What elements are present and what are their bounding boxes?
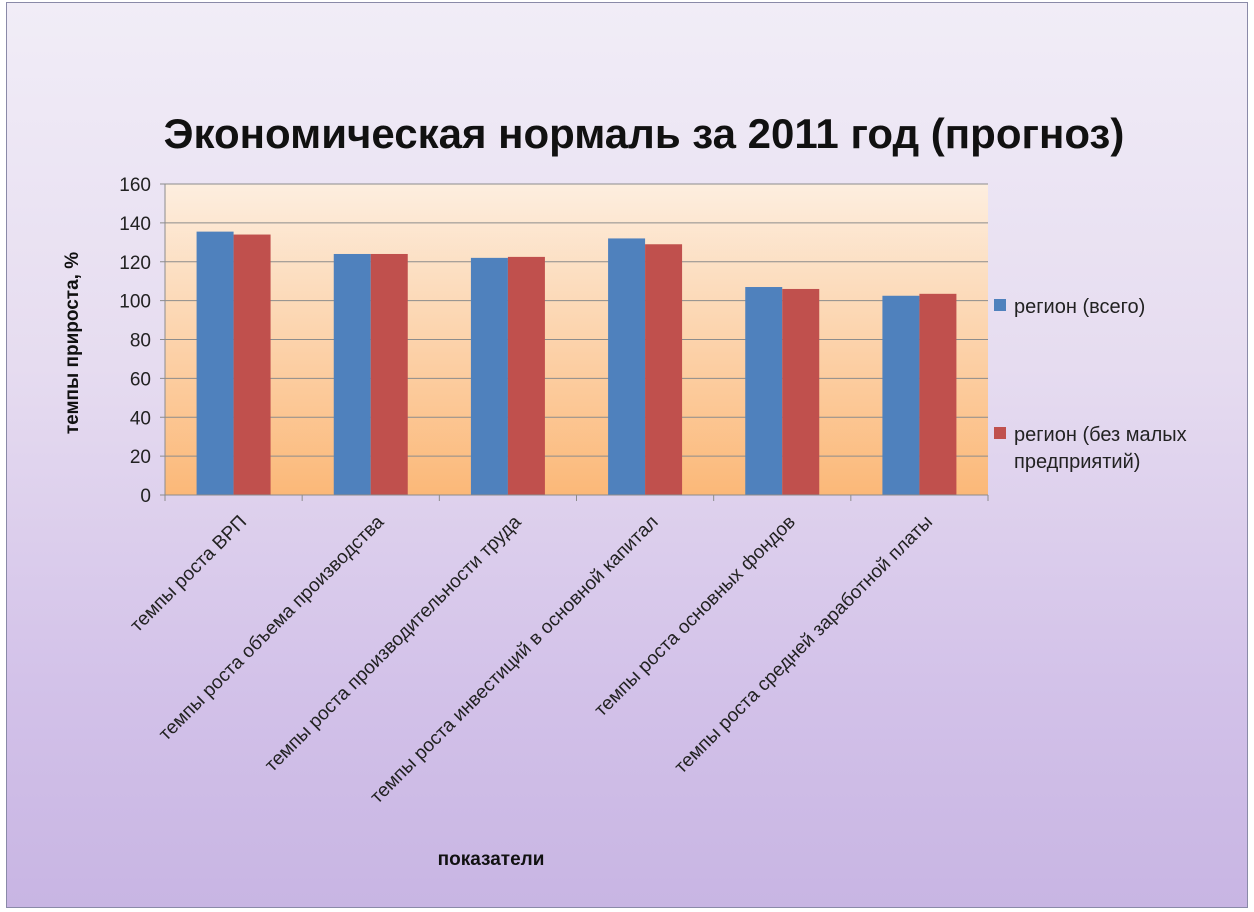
axes (164, 184, 989, 501)
chart-svg: Экономическая нормаль за 2011 год (прогн… (62, 110, 1187, 870)
x-axis-title: показатели (438, 849, 545, 870)
y-tick-label: 80 (130, 331, 151, 352)
legend-label: регион (без малых (1014, 424, 1187, 446)
bar-region-total-3 (608, 238, 646, 496)
y-tick-label: 120 (119, 253, 151, 274)
bar-region-excl-small-1 (370, 253, 408, 495)
chart-frame: Экономическая нормаль за 2011 год (прогн… (6, 2, 1248, 908)
bar-region-excl-small-3 (645, 244, 683, 495)
y-tick-label: 20 (130, 447, 151, 468)
bar-region-total-4 (745, 287, 783, 495)
bar-region-total-5 (882, 295, 920, 495)
bar-region-total-1 (333, 253, 371, 495)
y-axis-title: темпы прироста, % (62, 252, 83, 434)
bar-region-total-0 (196, 231, 234, 495)
y-tick-label: 60 (130, 369, 151, 390)
y-tick-label: 140 (119, 214, 151, 235)
x-category-label: темпы роста производительности труда (261, 511, 526, 776)
chart-title: Экономическая нормаль за 2011 год (прогн… (164, 110, 1125, 157)
legend-label: предприятий) (1014, 451, 1140, 473)
bar-region-total-2 (470, 257, 508, 495)
y-tick-label: 100 (119, 292, 151, 313)
x-category-label: темпы роста инвестиций в основной капита… (366, 512, 662, 808)
legend: регион (всего) регион (без малых предприят… (994, 296, 1187, 473)
y-tick-label: 40 (130, 408, 151, 429)
bar-region-excl-small-5 (919, 293, 957, 495)
x-category-label: темпы роста объема производства (155, 511, 389, 745)
x-category-label: темпы роста ВРП (126, 512, 251, 637)
bar-region-excl-small-0 (233, 234, 271, 495)
legend-label: регион (всего) (1014, 296, 1145, 318)
bar-region-excl-small-2 (507, 256, 545, 495)
y-tick-label: 0 (140, 486, 151, 507)
bars (196, 231, 957, 496)
legend-swatch-region-excl-small (994, 427, 1006, 439)
bar-region-excl-small-4 (782, 288, 820, 495)
y-tick-label: 160 (119, 175, 151, 196)
y-axis-ticks: 0 20 40 60 80 100 120 140 160 (119, 175, 165, 507)
legend-swatch-region-total (994, 299, 1006, 311)
x-category-label: темпы роста средней заработной платы (671, 512, 937, 778)
